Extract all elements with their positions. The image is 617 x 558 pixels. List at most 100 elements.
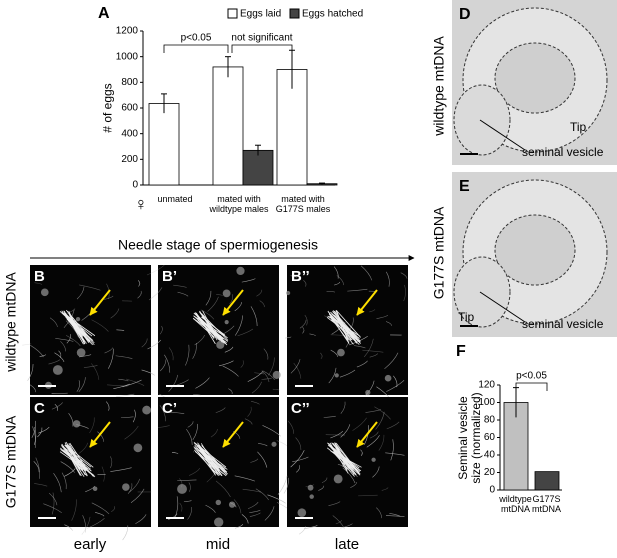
image-genotype: wildtype mtDNA — [431, 36, 447, 137]
sperm-streak — [148, 287, 163, 301]
sperm-streak — [298, 526, 306, 535]
sperm-streak — [302, 327, 305, 334]
sperm-bundle — [201, 313, 229, 341]
tissue-outline — [494, 42, 576, 114]
sperm-bundle — [332, 311, 361, 343]
sperm-bundle — [59, 311, 87, 336]
x-tick-label: mated with G177S males — [275, 194, 331, 214]
x-tick-label: mated with wildtype males — [209, 194, 269, 214]
sperm-streak — [356, 360, 368, 368]
sperm-streak — [71, 499, 77, 521]
nucleus — [76, 348, 86, 357]
panel-label: F — [456, 343, 466, 360]
sperm-streak — [256, 289, 263, 297]
sperm-streak — [258, 443, 268, 447]
sperm-bundle — [332, 451, 355, 477]
arrow — [222, 289, 244, 316]
sperm-streak — [168, 513, 178, 520]
nucleus — [133, 443, 143, 453]
sperm-bundle — [65, 309, 93, 342]
sperm-streak — [224, 346, 234, 353]
nucleus — [371, 457, 376, 462]
sperm-streak — [340, 523, 353, 529]
sperm-streak — [32, 426, 36, 449]
nucleus — [72, 420, 81, 428]
sperm-streak — [107, 384, 128, 387]
sperm-streak — [376, 314, 389, 320]
sperm-streak — [79, 284, 101, 291]
sperm-streak — [101, 466, 105, 482]
nucleus — [122, 483, 130, 491]
y-tick-label: 100 — [478, 397, 495, 408]
sperm-bundle — [199, 310, 216, 338]
sperm-streak — [366, 435, 380, 448]
sperm-streak — [91, 319, 109, 332]
column-label: early — [74, 536, 107, 553]
sperm-streak — [290, 450, 305, 468]
sperm-streak — [147, 339, 162, 350]
row-label: G177S mtDNA — [3, 415, 19, 508]
sperm-streak — [254, 372, 265, 375]
y-tick-label: 200 — [121, 154, 138, 165]
sperm-streak — [29, 384, 37, 393]
sperm-streak — [188, 468, 201, 476]
sperm-bundle — [197, 319, 220, 341]
sperm-streak — [247, 501, 259, 510]
sperm-streak — [330, 430, 344, 439]
sperm-streak — [34, 483, 48, 487]
sperm-streak — [386, 380, 405, 392]
y-tick-label: 0 — [132, 180, 138, 191]
sperm-streak — [267, 494, 286, 504]
sperm-streak — [95, 512, 105, 517]
nucleus — [215, 499, 222, 506]
sperm-streak — [66, 334, 71, 344]
sperm-streak — [38, 426, 50, 434]
nucleus — [285, 290, 291, 296]
sperm-streak — [259, 300, 265, 308]
nucleus — [384, 374, 392, 382]
sperm-streak — [290, 359, 301, 374]
sperm-streak — [295, 437, 302, 450]
sperm-streak — [303, 525, 318, 530]
sperm-streak — [385, 452, 405, 456]
sperm-streak — [60, 341, 66, 352]
sperm-streak — [39, 354, 47, 357]
sperm-streak — [89, 417, 95, 434]
sperm-bundle — [61, 443, 85, 477]
sperm-bundle — [326, 317, 354, 338]
sperm-streak — [251, 381, 262, 394]
sperm-streak — [108, 348, 114, 369]
sperm-streak — [369, 353, 379, 358]
panel-label: B — [34, 268, 45, 285]
pointer — [479, 291, 526, 323]
sperm-streak — [116, 329, 125, 331]
sperm-streak — [385, 321, 392, 326]
significance-bracket — [515, 382, 548, 391]
sperm-streak — [328, 367, 337, 384]
scale-bar — [460, 153, 478, 155]
panel-label: B’’ — [291, 268, 310, 285]
sperm-streak — [55, 338, 74, 342]
annotation: not significant — [231, 33, 292, 44]
sperm-streak — [61, 472, 67, 490]
sperm-streak — [237, 328, 254, 337]
sperm-streak — [221, 463, 226, 470]
sperm-streak — [129, 478, 141, 493]
sperm-streak — [219, 360, 234, 367]
sperm-streak — [287, 420, 295, 434]
sperm-streak — [51, 402, 63, 410]
nucleus — [92, 486, 98, 492]
sperm-streak — [122, 379, 142, 388]
row-label: wildtype mtDNA — [3, 272, 19, 373]
sperm-streak — [111, 506, 116, 512]
bar — [148, 103, 180, 186]
sperm-streak — [385, 515, 405, 518]
tip-label: Tip — [570, 120, 587, 134]
sperm-streak — [340, 401, 346, 414]
legend-label: Eggs hatched — [302, 9, 363, 20]
sperm-streak — [309, 333, 316, 336]
sperm-streak — [215, 407, 226, 414]
sperm-streak — [277, 475, 288, 495]
sperm-bundle — [193, 446, 228, 470]
